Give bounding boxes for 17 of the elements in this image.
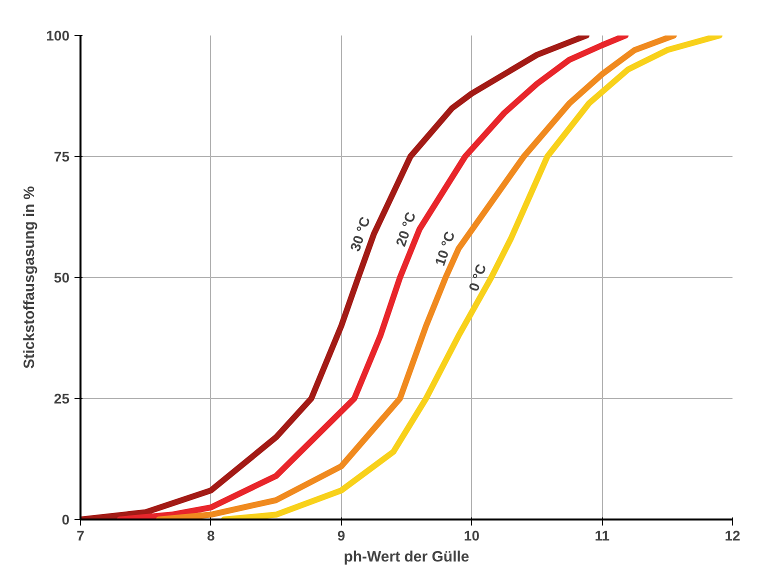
x-tick-label: 12 bbox=[724, 528, 740, 544]
y-tick-label: 25 bbox=[54, 390, 70, 406]
x-tick-label: 7 bbox=[76, 528, 85, 544]
annotation: 20 °C bbox=[392, 210, 419, 248]
x-tick-label: 8 bbox=[207, 528, 216, 544]
x-tick-label: 10 bbox=[464, 528, 480, 544]
x-tick-label: 9 bbox=[337, 528, 346, 544]
annotation: 0 °C bbox=[465, 262, 490, 294]
y-tick-label: 0 bbox=[62, 512, 70, 528]
annotation: 30 °C bbox=[346, 214, 374, 254]
y-tick-label: 75 bbox=[54, 148, 70, 164]
x-tick-label: 11 bbox=[594, 528, 610, 544]
y-axis-title: Stickstoffausgasung in % bbox=[21, 186, 38, 369]
x-axis-title: ph-Wert der Gülle bbox=[344, 548, 470, 566]
annotation: 10 °C bbox=[432, 229, 458, 268]
y-tick-label: 50 bbox=[54, 270, 70, 286]
y-tick-label: 100 bbox=[46, 28, 70, 44]
